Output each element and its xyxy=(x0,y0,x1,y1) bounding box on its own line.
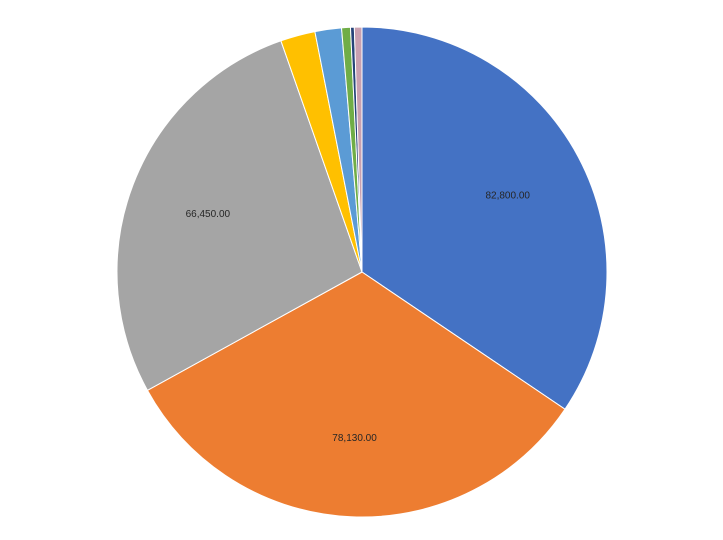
pie-data-label-1: 82,800.00 xyxy=(485,191,530,202)
pie-data-label-3: 66,450.00 xyxy=(186,209,231,220)
pie-slice-1 xyxy=(361,26,608,410)
pie-slice-8 xyxy=(353,26,363,273)
pie-data-labels: 82,800.00 78,130.00 66,450.00 xyxy=(186,191,531,444)
pie-slices xyxy=(116,26,608,518)
pie-data-label-2: 78,130.00 xyxy=(332,433,377,444)
pie-slice-3 xyxy=(116,40,363,392)
